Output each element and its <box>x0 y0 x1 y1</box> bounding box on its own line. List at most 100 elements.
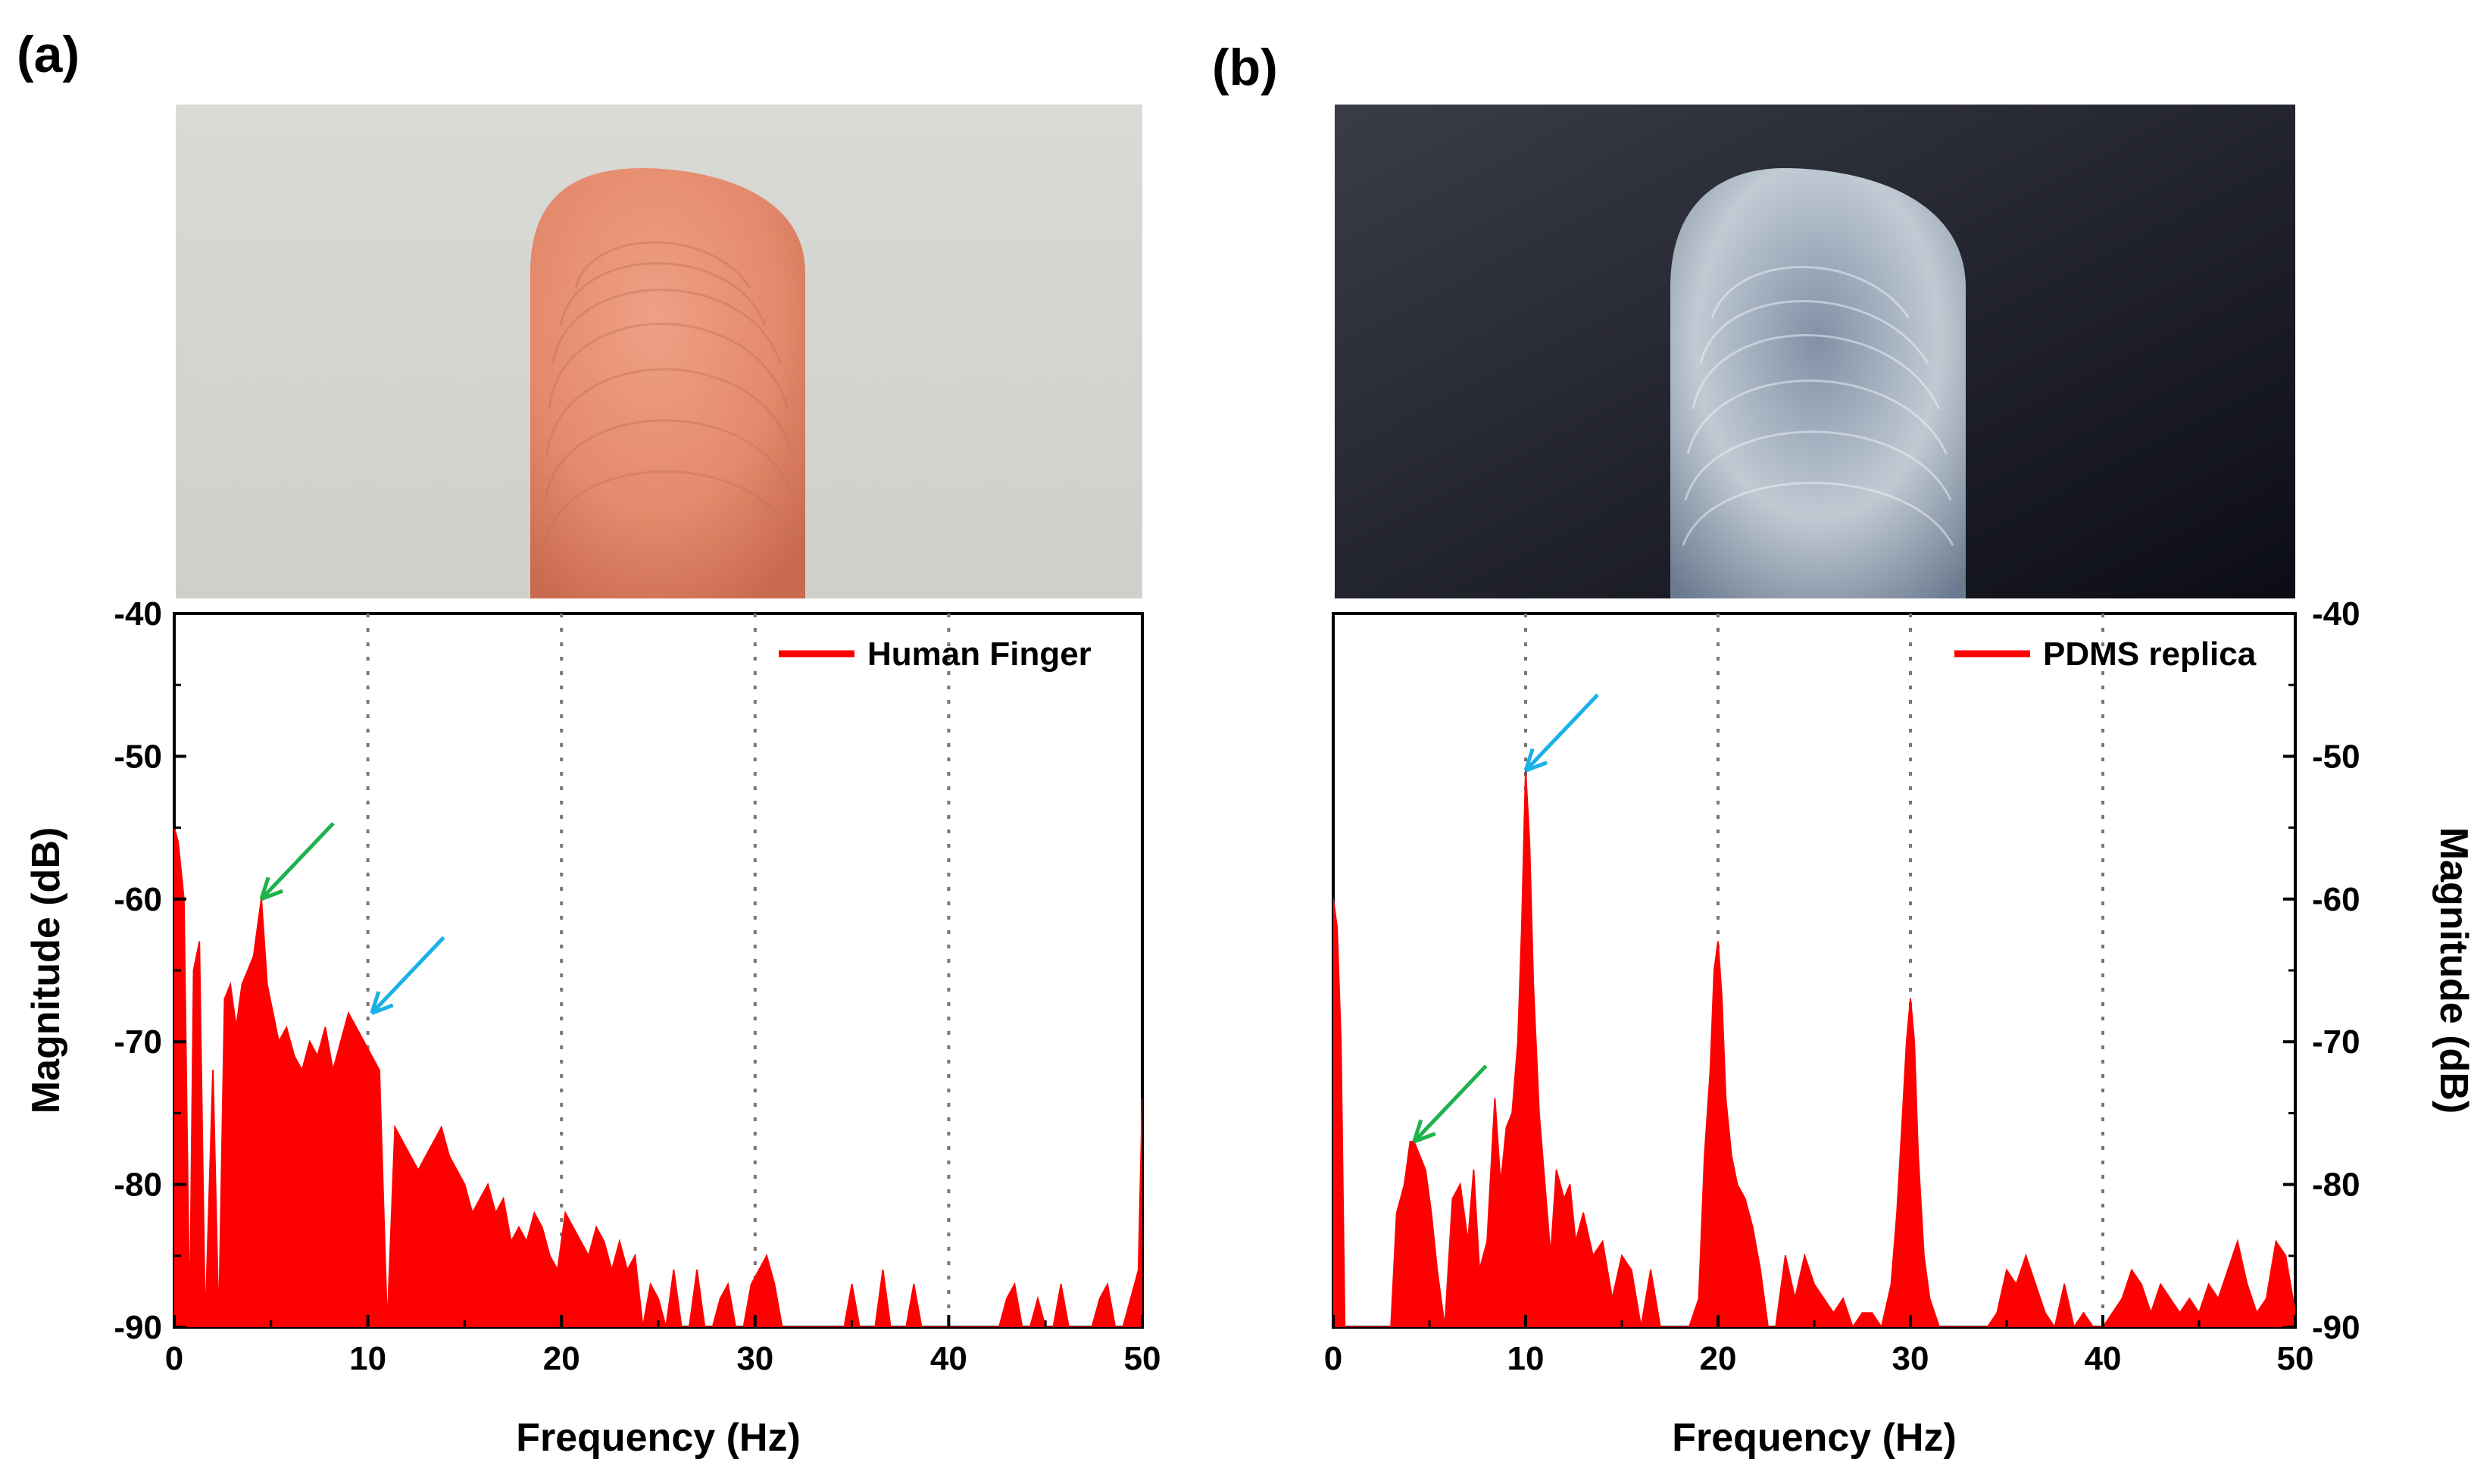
spectrum-point-b <box>1333 898 1334 900</box>
spectrum-point-a <box>789 1326 791 1327</box>
spectrum-point-a <box>332 1069 334 1071</box>
arrow-shaft <box>261 822 335 898</box>
spectrum-point-a <box>781 1326 783 1327</box>
spectrum-point-b <box>2073 1326 2075 1327</box>
spectrum-point-b <box>2285 1254 2287 1257</box>
y-axis-title-b: Magnitude (dB) <box>2432 827 2471 1114</box>
y-tick-label-a: -60 <box>114 881 162 918</box>
spectrum-point-a <box>804 1326 807 1327</box>
spectrum-point-b <box>1905 1041 1907 1043</box>
spectrum-point-a <box>440 1126 442 1129</box>
spectrum-point-b <box>1582 1212 1585 1214</box>
spectrum-point-a <box>510 1240 512 1242</box>
spectrum-point-a <box>665 1326 667 1327</box>
spectrum-point-a <box>704 1326 706 1327</box>
spectrum-point-a <box>448 1154 450 1157</box>
spectrum-point-a <box>587 1254 589 1257</box>
spectrum-point-a <box>308 1041 311 1043</box>
spectrum-point-b <box>1430 1212 1432 1214</box>
spectrum-point-b <box>1344 1326 1346 1327</box>
spectrum-point-b <box>1563 1198 1565 1200</box>
spectrum-point-b <box>2025 1254 2027 1257</box>
spectrum-point-b <box>2160 1283 2162 1286</box>
spectrum-point-b <box>1679 1326 1681 1327</box>
y-tick-label-b: -80 <box>2312 1167 2360 1204</box>
spectrum-point-b <box>1473 1169 1475 1171</box>
y-tick-label-a: -80 <box>114 1167 162 1204</box>
spectrum-point-a <box>688 1326 690 1327</box>
spectrum-point-b <box>1419 1154 1421 1157</box>
spectrum-point-b <box>2275 1240 2277 1242</box>
spectrum-point-b <box>1444 1326 1446 1327</box>
spectrum-point-b <box>1436 1269 1439 1271</box>
spectrum-point-a <box>487 1183 489 1186</box>
y-tick-label-a: -50 <box>114 738 162 775</box>
spectrum-point-a <box>557 1269 559 1271</box>
spectrum-point-a <box>827 1326 829 1327</box>
arrow-head <box>261 889 283 901</box>
spectrum-point-b <box>2256 1312 2258 1314</box>
spectrum-point-b <box>2082 1312 2085 1314</box>
spectrum-point-a <box>417 1169 420 1171</box>
y-tick-label-a: -90 <box>114 1309 162 1346</box>
spectrum-point-b <box>1380 1326 1382 1327</box>
spectrum-point-b <box>1505 1126 1507 1129</box>
spectrum-point-a <box>951 1326 954 1327</box>
spectrum-point-a <box>348 1012 350 1014</box>
x-axis-title-a: Frequency (Hz) <box>516 1416 801 1460</box>
spectrum-point-b <box>1529 841 1531 843</box>
spectrum-point-b <box>1725 1098 1727 1100</box>
spectrum-point-a <box>204 1326 206 1327</box>
spectrum-point-a <box>192 970 195 971</box>
y-tick-label-a: -70 <box>114 1023 162 1061</box>
spectrum-point-b <box>1784 1254 1786 1257</box>
arrow-head <box>1413 1132 1436 1144</box>
spectrum-point-b <box>1775 1326 1777 1327</box>
spectrum-point-a <box>851 1283 853 1286</box>
spectrum-point-a <box>673 1269 675 1271</box>
spectrum-point-b <box>1621 1254 1623 1257</box>
spectrum-point-a <box>913 1283 915 1286</box>
spectrum-point-b <box>1901 1112 1904 1114</box>
spectrum-point-a <box>897 1326 899 1327</box>
fingertip-shape <box>1670 168 1966 598</box>
spectrum-point-a <box>742 1326 745 1327</box>
spectrum-point-a <box>394 1126 396 1129</box>
spectrum-point-a <box>603 1240 605 1242</box>
spectrum-point-b <box>1730 1154 1732 1157</box>
spectrum-point-a <box>278 1041 280 1043</box>
spectrum-point-b <box>1351 1326 1354 1327</box>
spectrum-point-a <box>1083 1326 1086 1327</box>
spectrum-point-b <box>2111 1312 2113 1314</box>
spectrum-point-a <box>526 1240 528 1242</box>
spectrum-point-a <box>773 1283 776 1286</box>
spectrum-point-b <box>1917 1154 1920 1157</box>
y-tick-label-b: -60 <box>2312 881 2360 918</box>
spectrum-point-a <box>758 1269 760 1271</box>
spectrum-point-a <box>533 1212 536 1214</box>
spectrum-point-a <box>618 1240 620 1242</box>
spectrum-point-a <box>1067 1326 1070 1327</box>
arrow-shaft <box>372 936 445 1013</box>
arrow-head <box>259 876 270 900</box>
spectrum-point-b <box>1851 1326 1854 1327</box>
spectrum-point-b <box>1910 998 1911 1000</box>
x-tick-label-b-0: 0 <box>1324 1340 1342 1377</box>
spectrum-point-b <box>1479 1269 1481 1271</box>
spectrum-point-b <box>1976 1326 1979 1327</box>
spectrum-point-a <box>223 998 226 1000</box>
spectrum-point-b <box>1669 1326 1671 1327</box>
spectrum-point-a <box>1060 1283 1062 1286</box>
y-tick-label-b: -70 <box>2312 1023 2360 1061</box>
spectrum-point-b <box>1842 1298 1845 1300</box>
spectrum-point-b <box>2294 1312 2295 1314</box>
spectrum-point-a <box>711 1326 714 1327</box>
spectrum-point-a <box>766 1254 768 1257</box>
spectrum-point-a <box>266 983 268 986</box>
arrow-head <box>370 1003 394 1015</box>
spectrum-point-a <box>502 1198 505 1200</box>
spectrum-point-b <box>1601 1240 1604 1242</box>
spectrum-point-b <box>2179 1312 2181 1314</box>
spectrum-point-a <box>719 1298 721 1300</box>
